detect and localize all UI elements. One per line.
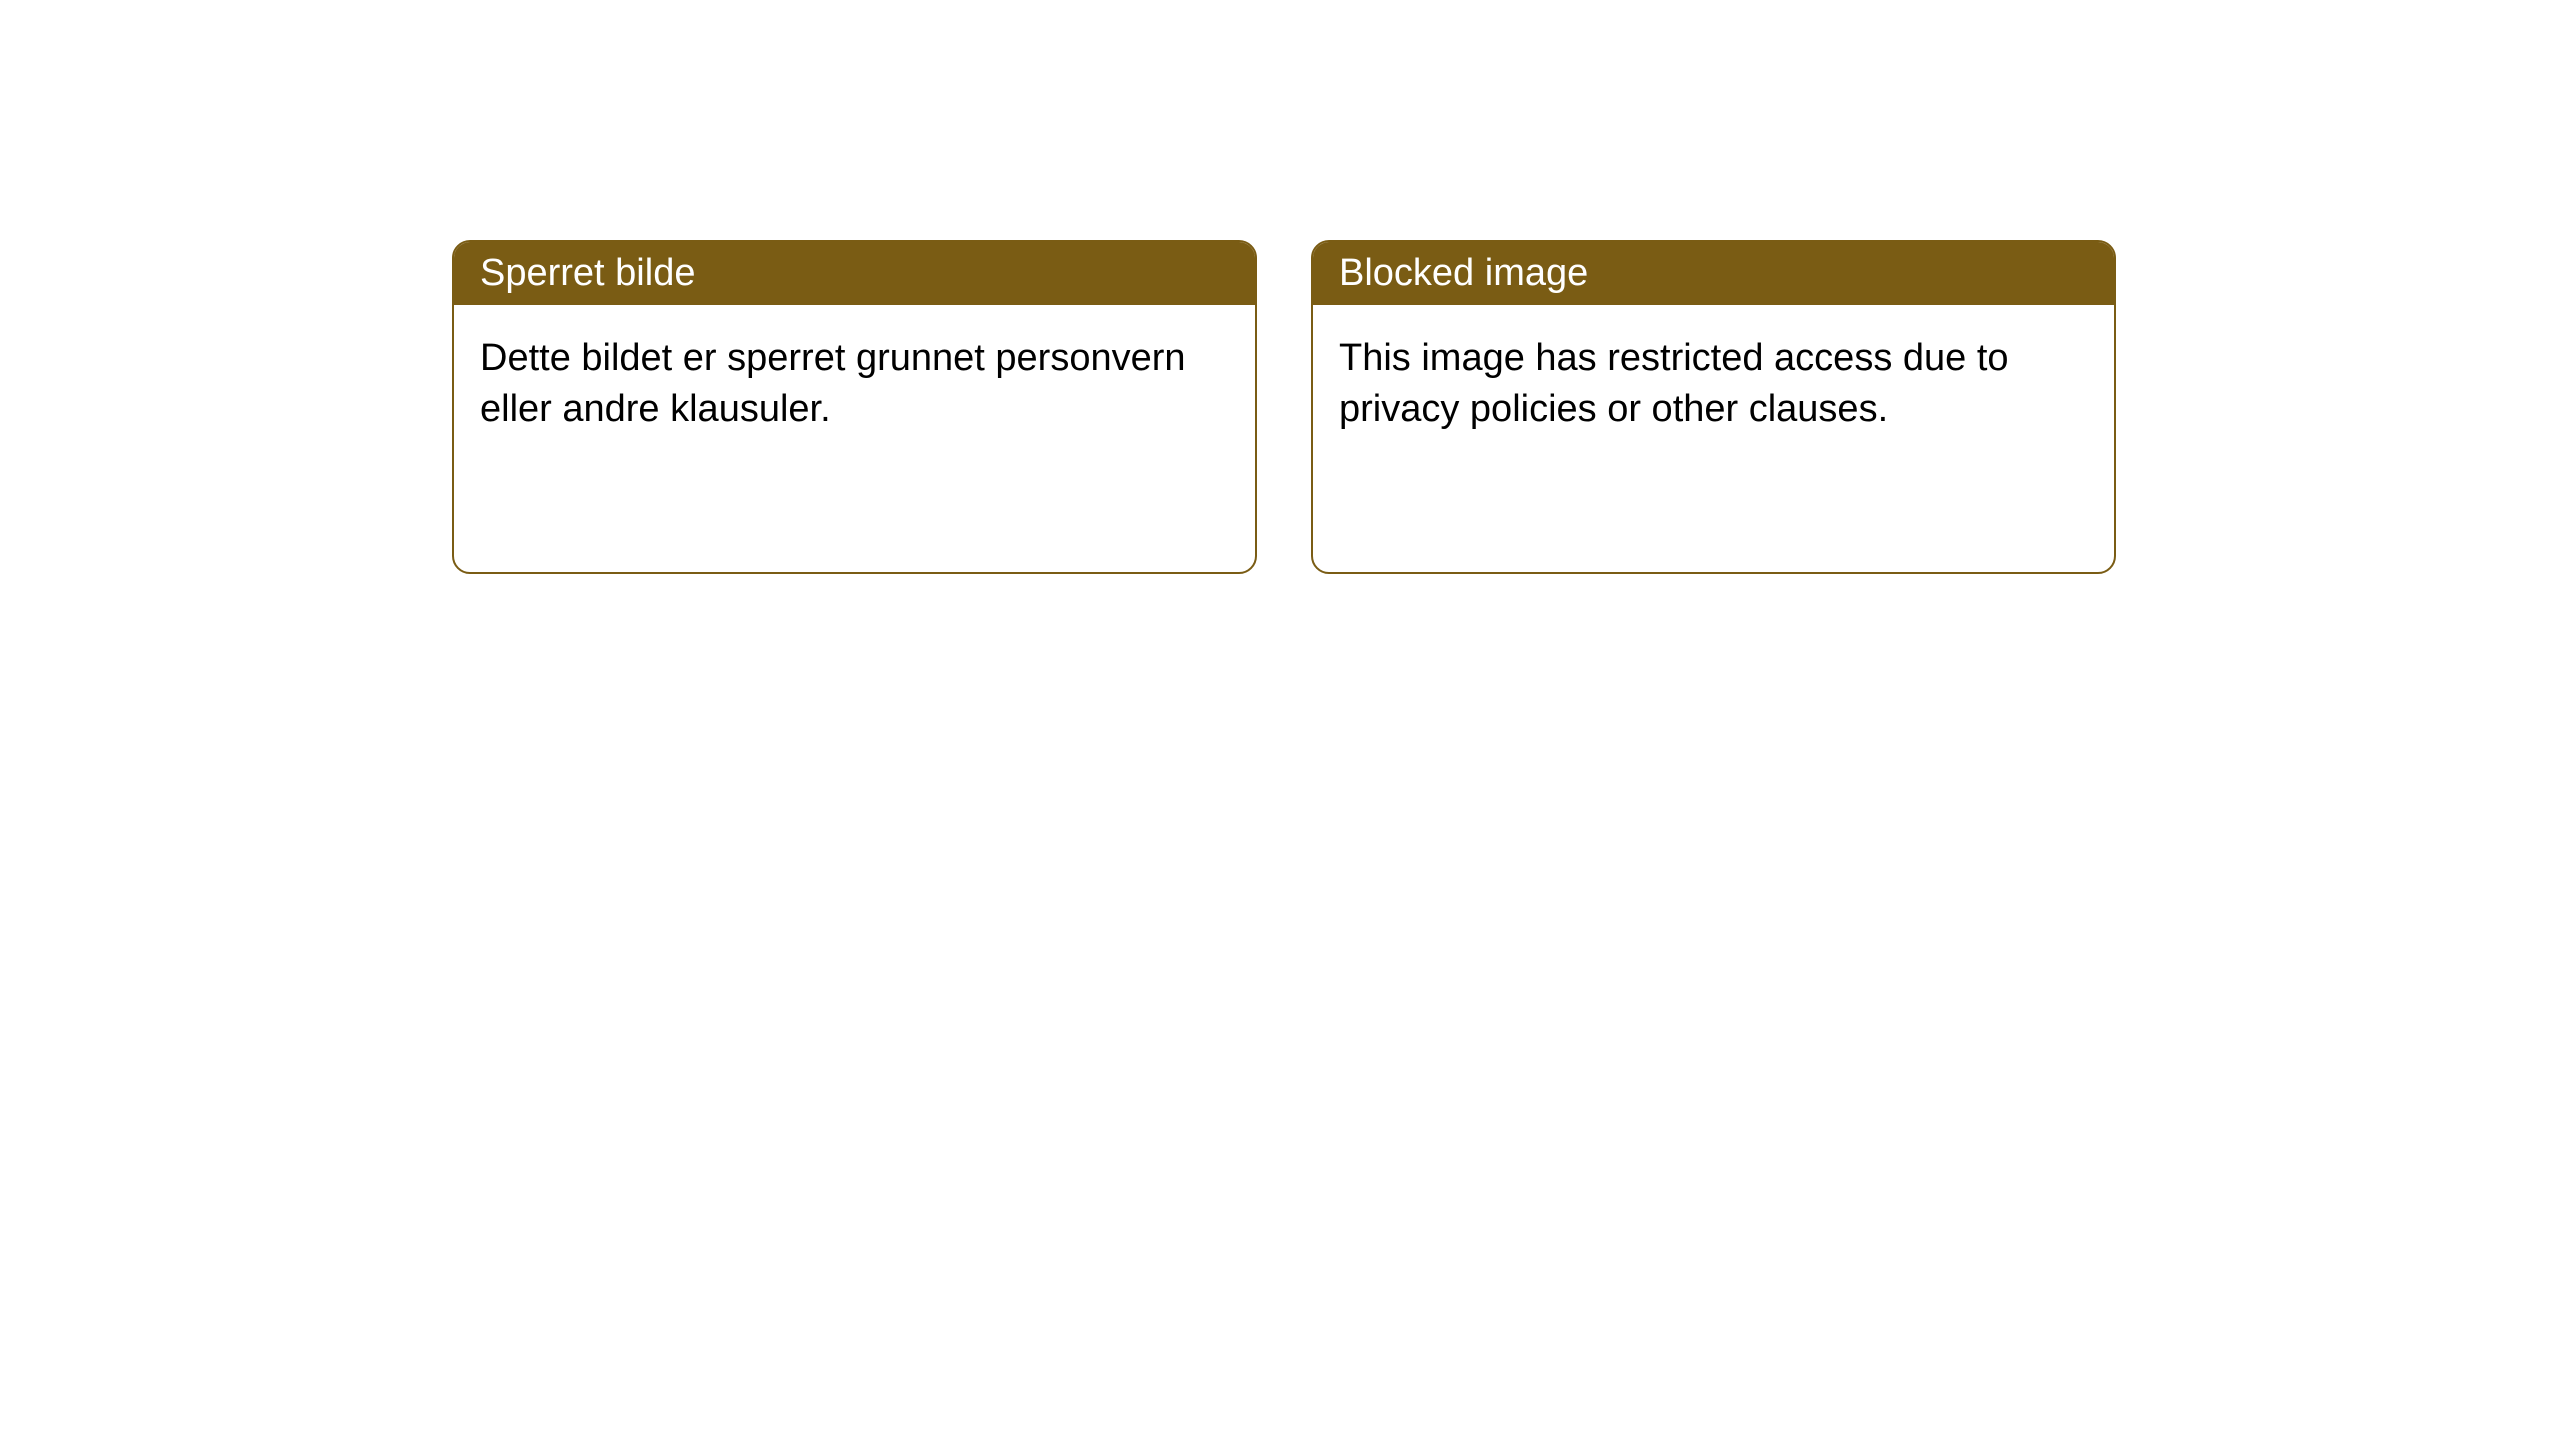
notice-card-english: Blocked image This image has restricted … <box>1311 240 2116 574</box>
notice-title: Sperret bilde <box>480 252 695 294</box>
notice-card-norwegian: Sperret bilde Dette bildet er sperret gr… <box>452 240 1257 574</box>
notice-cards-container: Sperret bilde Dette bildet er sperret gr… <box>452 240 2116 574</box>
notice-header-english: Blocked image <box>1313 242 2114 305</box>
notice-body-text: Dette bildet er sperret grunnet personve… <box>480 337 1186 430</box>
notice-body-norwegian: Dette bildet er sperret grunnet personve… <box>454 305 1255 464</box>
notice-body-english: This image has restricted access due to … <box>1313 305 2114 464</box>
notice-title: Blocked image <box>1339 252 1588 294</box>
notice-header-norwegian: Sperret bilde <box>454 242 1255 305</box>
notice-body-text: This image has restricted access due to … <box>1339 337 2009 430</box>
